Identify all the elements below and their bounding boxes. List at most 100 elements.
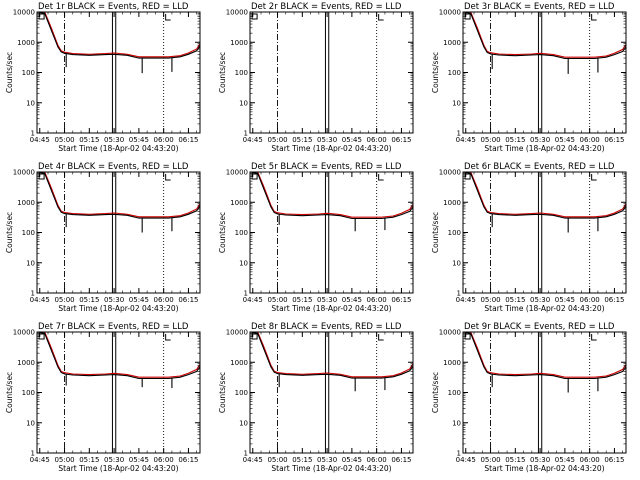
plot-frame (249, 331, 414, 454)
x-tick-label: 05:15 (505, 456, 525, 464)
y-tick-label: 10 (452, 99, 461, 107)
x-tick-label: 05:45 (129, 136, 149, 144)
panel-det-7: Det 7r BLACK = Events, RED = LLD 1 10 100 10… (5, 322, 201, 473)
y-tick-label: 100 (448, 69, 461, 77)
y-tick-label: 10000 (13, 9, 35, 17)
corner-symbol (591, 14, 597, 21)
x-tick-label: 04:45 (456, 456, 476, 464)
x-axis-label: Start Time (18-Apr-02 04:43:20) (58, 304, 178, 313)
x-tick-label: 05:30 (530, 456, 550, 464)
corner-symbol (165, 174, 171, 181)
corner-symbol (378, 174, 384, 181)
x-tick-label: 05:00 (54, 296, 74, 304)
y-tick-label: 1 (31, 130, 35, 138)
x-tick-label: 05:15 (79, 296, 99, 304)
chart-title: Det 8r BLACK = Events, RED = LLD (251, 322, 402, 332)
y-tick-label: 1 (457, 130, 461, 138)
x-tick-label: 06:00 (154, 456, 174, 464)
y-tick-label: 10 (452, 259, 461, 267)
y-tick-label: 10 (239, 419, 248, 427)
y-tick-label: 1000 (230, 359, 248, 367)
plot-area (37, 172, 200, 293)
y-tick-label: 100 (235, 229, 248, 237)
series-line-events (37, 332, 200, 380)
x-tick-label: 06:00 (154, 136, 174, 144)
x-axis-label: Start Time (18-Apr-02 04:43:20) (484, 144, 604, 153)
x-tick-label: 05:45 (129, 456, 149, 464)
x-tick-label: 05:45 (342, 136, 362, 144)
x-tick-label: 05:00 (54, 136, 74, 144)
y-axis-label: Counts/sec (5, 212, 14, 253)
x-tick-label: 05:00 (267, 456, 287, 464)
panel-det-5: Det 5r BLACK = Events, RED = LLD 1 10 100 10… (218, 162, 414, 313)
chart-title: Det 7r BLACK = Events, RED = LLD (38, 322, 189, 332)
y-tick-label: 1 (244, 290, 248, 298)
x-tick-label: 05:00 (267, 136, 287, 144)
panel-det-8: Det 8r BLACK = Events, RED = LLD 1 10 100 10… (218, 322, 414, 473)
x-tick-label: 05:00 (267, 296, 287, 304)
x-tick-label: 06:00 (367, 456, 387, 464)
plot-frame (249, 11, 414, 134)
y-tick-label: 1000 (230, 39, 248, 47)
x-tick-label: 05:45 (555, 136, 575, 144)
x-tick-label: 05:15 (292, 296, 312, 304)
x-tick-label: 05:45 (342, 456, 362, 464)
chart-title: Det 1r BLACK = Events, RED = LLD (38, 2, 189, 12)
panel-det-2: Det 2r BLACK = Events, RED = LLD 1 10 100 10… (218, 2, 414, 153)
series-line-lld (463, 172, 626, 218)
y-tick-label: 100 (22, 229, 35, 237)
x-tick-label: 06:15 (391, 296, 411, 304)
x-tick-label: 05:30 (530, 136, 550, 144)
plot-frame (249, 171, 414, 294)
y-axis-label: Counts/sec (5, 372, 14, 413)
x-tick-label: 05:30 (104, 296, 124, 304)
chart-title: Det 2r BLACK = Events, RED = LLD (251, 2, 402, 12)
x-tick-label: 05:30 (317, 296, 337, 304)
x-tick-label: 06:00 (367, 296, 387, 304)
y-tick-label: 1 (244, 450, 248, 458)
panel-det-4: Det 4r BLACK = Events, RED = LLD 1 10 100 10… (5, 162, 201, 313)
y-tick-label: 100 (235, 389, 248, 397)
plot-area (250, 332, 413, 453)
y-tick-label: 1000 (17, 359, 35, 367)
x-tick-label: 05:45 (129, 296, 149, 304)
x-tick-label: 05:15 (505, 296, 525, 304)
y-tick-label: 1 (31, 290, 35, 298)
y-tick-label: 10000 (439, 329, 461, 337)
x-tick-label: 05:30 (317, 136, 337, 144)
series-line-lld (250, 172, 413, 218)
y-tick-label: 1000 (443, 359, 461, 367)
x-tick-label: 06:15 (604, 456, 624, 464)
x-axis-label: Start Time (18-Apr-02 04:43:20) (58, 144, 178, 153)
x-tick-label: 05:15 (79, 136, 99, 144)
y-tick-label: 100 (22, 69, 35, 77)
x-tick-label: 06:15 (391, 136, 411, 144)
x-tick-label: 05:45 (342, 296, 362, 304)
y-tick-label: 1 (457, 450, 461, 458)
plot-frame (462, 331, 627, 454)
x-axis-label: Start Time (18-Apr-02 04:43:20) (484, 304, 604, 313)
y-axis-label: Counts/sec (5, 52, 14, 93)
x-tick-label: 05:00 (480, 296, 500, 304)
x-tick-label: 06:00 (154, 296, 174, 304)
x-tick-label: 06:15 (604, 296, 624, 304)
y-tick-label: 10 (26, 259, 35, 267)
x-tick-label: 06:15 (604, 136, 624, 144)
x-tick-label: 04:45 (30, 296, 50, 304)
x-tick-label: 06:15 (178, 456, 198, 464)
x-tick-label: 05:15 (505, 136, 525, 144)
x-tick-label: 06:00 (580, 296, 600, 304)
corner-symbol (165, 334, 171, 341)
x-tick-label: 05:00 (480, 136, 500, 144)
x-axis-label: Start Time (18-Apr-02 04:43:20) (58, 464, 178, 473)
y-axis-label: Counts/sec (431, 372, 440, 413)
x-tick-label: 05:00 (480, 456, 500, 464)
corner-symbol (591, 174, 597, 181)
plot-area (37, 12, 200, 133)
y-tick-label: 100 (448, 389, 461, 397)
plot-frame (462, 11, 627, 134)
y-tick-label: 1 (457, 290, 461, 298)
y-tick-label: 10 (26, 99, 35, 107)
x-tick-label: 06:15 (178, 296, 198, 304)
y-tick-label: 100 (22, 389, 35, 397)
